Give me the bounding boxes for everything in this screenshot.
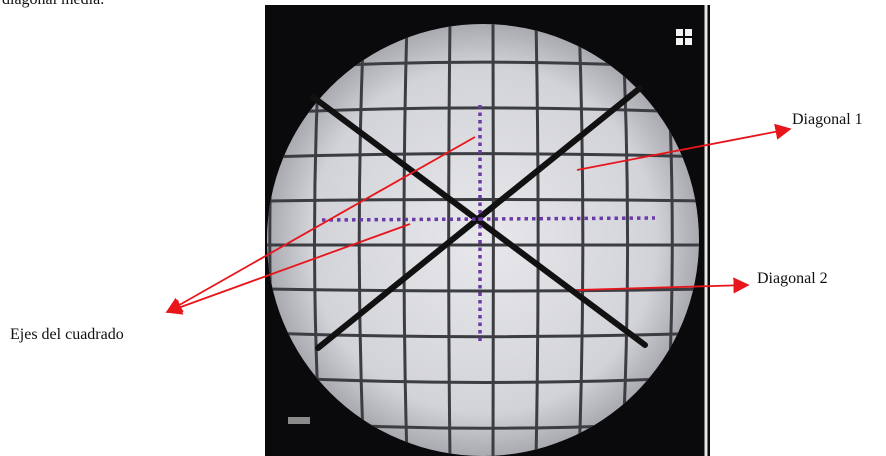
- figure: diagonal media. Diagonal 1 Diagonal 2 Ej…: [0, 0, 886, 456]
- label-diagonal-2: Diagonal 2: [757, 270, 828, 287]
- grid-line: [265, 199, 710, 201]
- label-diagonal-1: Diagonal 1: [792, 111, 863, 128]
- header-text: diagonal media.: [2, 0, 104, 8]
- label-axes: Ejes del cuadrado: [10, 326, 124, 343]
- microscope-image: [265, 5, 710, 456]
